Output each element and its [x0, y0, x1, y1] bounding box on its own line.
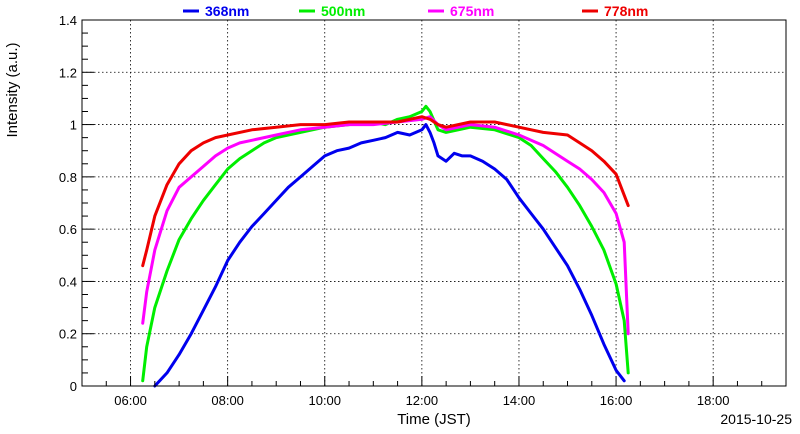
series-line-500nm — [141, 104, 630, 383]
series-line-778nm — [141, 115, 630, 268]
y-tick-label: 0.2 — [59, 327, 77, 342]
y-tick-label: 1.2 — [59, 65, 77, 80]
legend-entry: 675nm — [450, 3, 494, 19]
x-tick-label: 14:00 — [503, 393, 536, 408]
x-tick-label: 08:00 — [211, 393, 244, 408]
y-tick-label: 0 — [70, 379, 77, 394]
y-tick-label: 1.4 — [59, 13, 77, 28]
axis-ticks — [81, 19, 787, 387]
y-tick-label: 0.4 — [59, 274, 77, 289]
date-label: 2015-10-25 — [720, 411, 792, 427]
x-tick-label: 16:00 — [600, 393, 633, 408]
grid — [82, 20, 786, 386]
series-line-675nm — [141, 115, 630, 336]
x-tick-label: 06:00 — [114, 393, 147, 408]
y-axis-label: Intensity (a.u.) — [4, 42, 21, 137]
y-tick-label: 1 — [70, 118, 77, 133]
x-tick-label: 10:00 — [308, 393, 341, 408]
legend: 368nm 500nm 675nm 778nm — [183, 3, 648, 19]
legend-entry: 368nm — [205, 3, 249, 19]
x-axis-label: Time (JST) — [397, 411, 471, 428]
series-layer — [141, 104, 630, 388]
y-tick-label: 0.6 — [59, 222, 77, 237]
tick-labels: 06:00 08:00 10:00 12:00 14:00 16:00 18:00 0 0.2 0… — [59, 13, 730, 408]
y-tick-label: 0.8 — [59, 170, 77, 185]
legend-entry: 778nm — [604, 3, 648, 19]
series-line-368nm — [153, 123, 626, 388]
x-tick-label: 12:00 — [406, 393, 439, 408]
legend-entry: 500nm — [321, 3, 365, 19]
x-tick-label: 18:00 — [697, 393, 730, 408]
